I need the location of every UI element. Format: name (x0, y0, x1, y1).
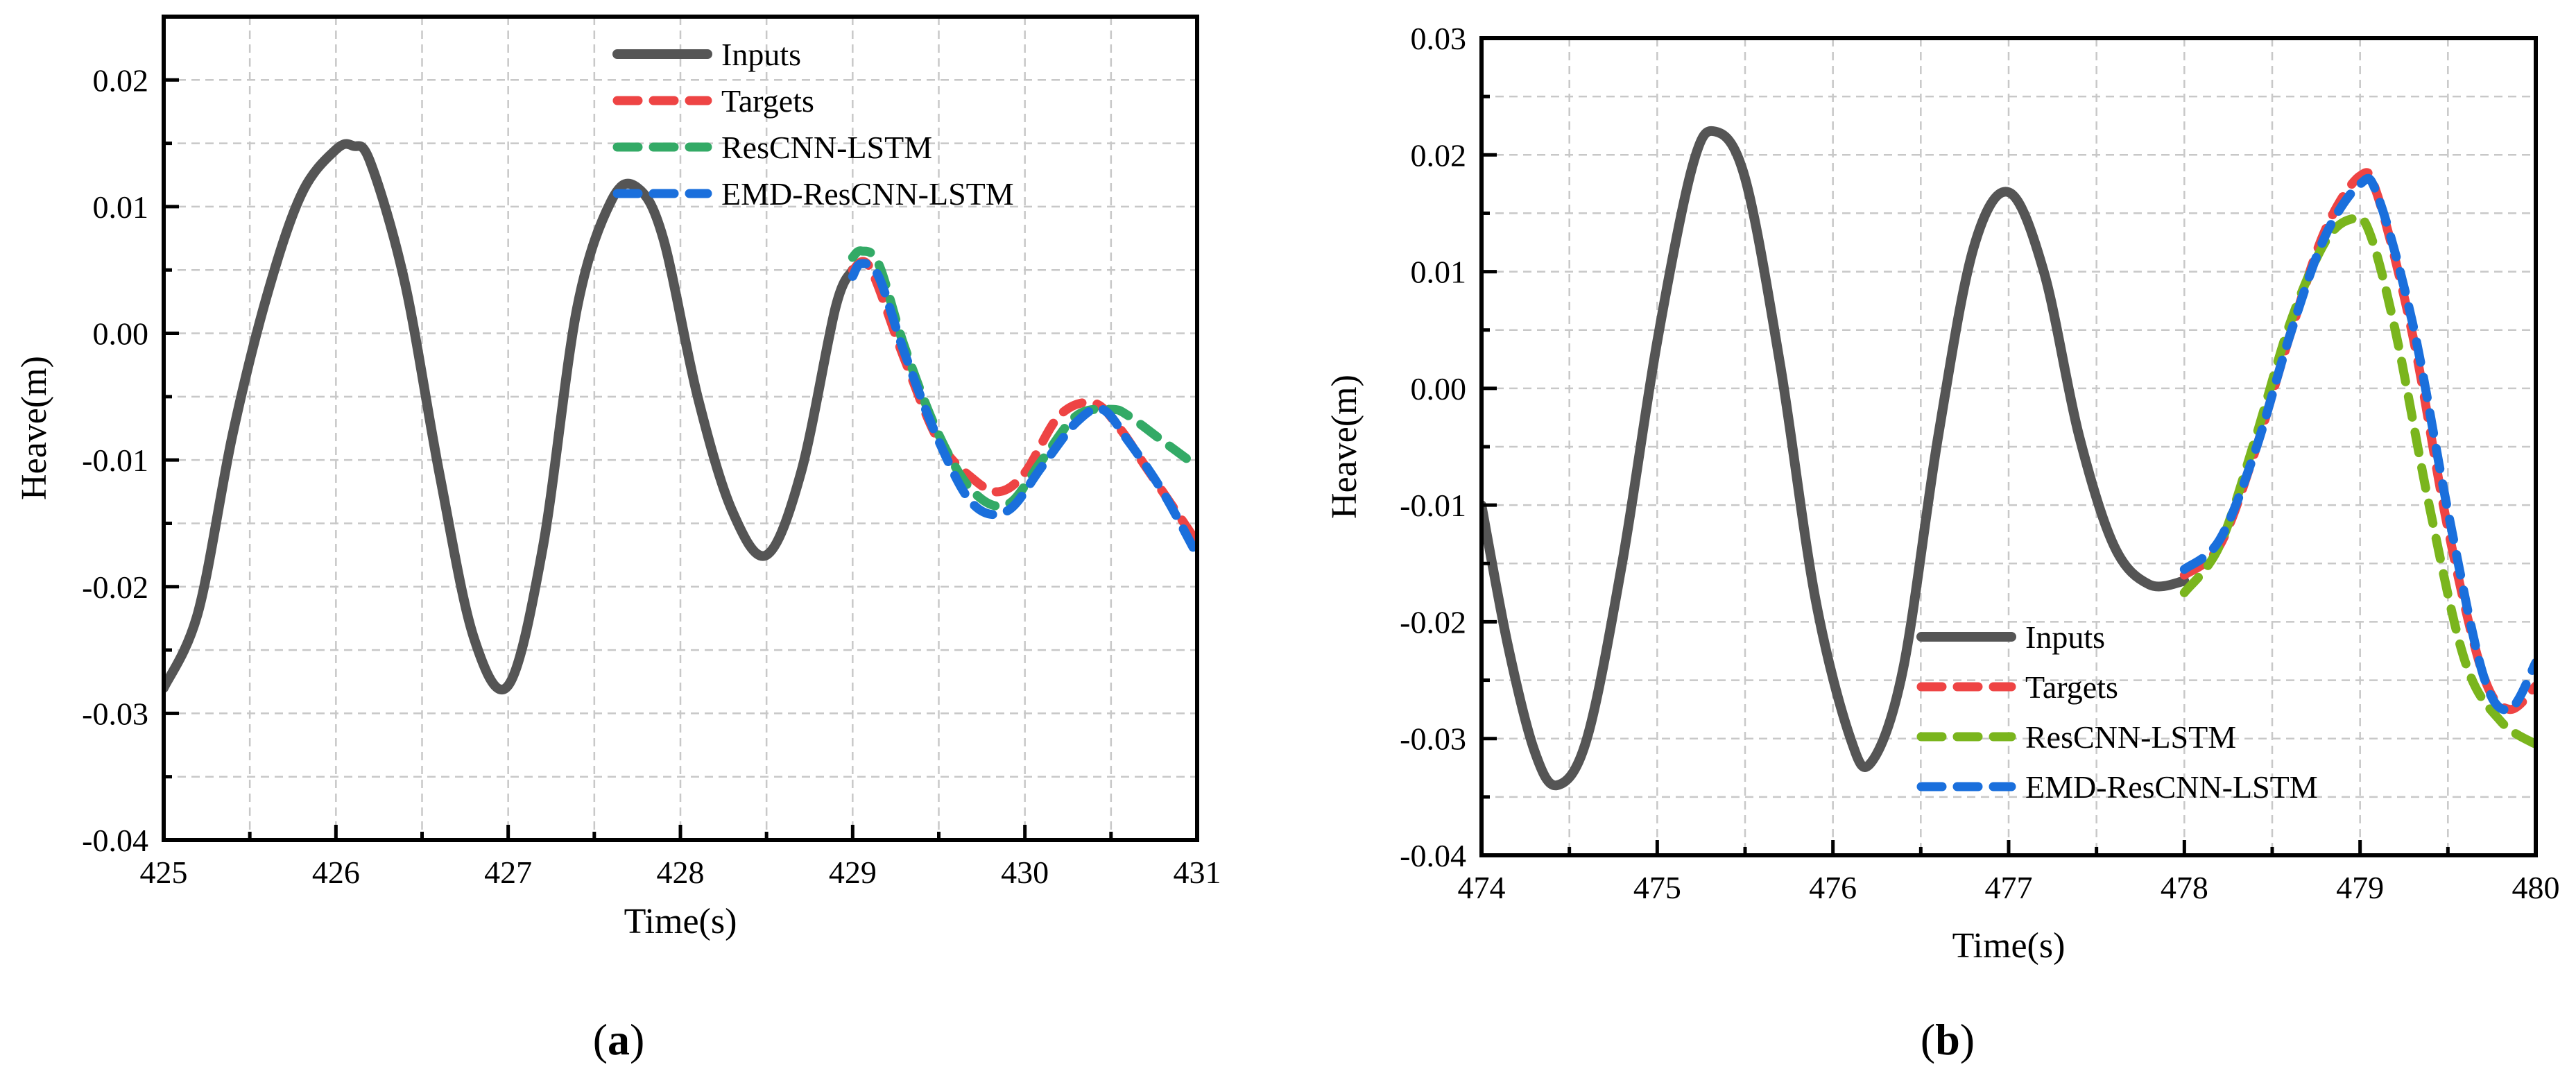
legend-label: Inputs (721, 37, 801, 72)
series-line-rescnn-lstm (848, 246, 1197, 511)
legend-label: EMD-ResCNN-LSTM (721, 176, 1014, 212)
panel-label-b: (b) (1921, 1015, 1975, 1064)
x-tick-label: 428 (657, 855, 705, 890)
series-layer-a (164, 139, 1197, 694)
legend-label: ResCNN-LSTM (2025, 719, 2236, 755)
y-tick-label: 0.00 (93, 316, 149, 352)
panel-letter-a: a (608, 1015, 630, 1064)
chart-panel-a: 425 426 427 428 429 430 431 -0.04 -0.03 -0.02 -0.0… (15, 15, 1221, 1064)
y-tick-label: -0.01 (82, 443, 148, 478)
y-tick-label: 0.01 (1411, 255, 1467, 290)
x-tick-label: 425 (140, 855, 188, 890)
ticks-b: 474 475 476 477 478 479 480 -0.04 -0.03 -0.02 -0.0… (1400, 21, 2559, 905)
x-tick-label: 477 (1985, 870, 2033, 905)
y-tick-label: 0.00 (1411, 371, 1467, 406)
x-tick-label: 480 (2512, 870, 2560, 905)
y-tick-label: 0.01 (93, 189, 149, 225)
legend-a: Inputs Targets ResCNN-LSTM EMD-ResCNN-LSTM (612, 37, 1014, 212)
x-tick-label: 478 (2161, 870, 2208, 905)
series-line-emd-rescnn-lstm (848, 259, 1197, 560)
x-tick-label: 426 (312, 855, 360, 890)
panel-letter-b: b (1935, 1015, 1960, 1064)
x-tick-label: 474 (1458, 870, 1506, 905)
series-line-inputs (164, 139, 858, 694)
x-tick-label: 429 (829, 855, 877, 890)
x-tick-label: 430 (1001, 855, 1049, 890)
y-tick-label: -0.02 (82, 570, 148, 605)
x-tick-label: 479 (2336, 870, 2384, 905)
ticks-a: 425 426 427 428 429 430 431 -0.04 -0.03 -0.02 -0.0… (82, 15, 1221, 890)
y-tick-label: -0.02 (1400, 604, 1466, 640)
x-tick-label: 431 (1174, 855, 1221, 890)
chart-panel-b: 474 475 476 477 478 479 480 -0.04 -0.03 -0.02 -0.0… (1325, 21, 2560, 1064)
legend-label: ResCNN-LSTM (721, 130, 932, 165)
y-tick-label: 0.02 (93, 62, 149, 98)
legend-b: Inputs Targets ResCNN-LSTM EMD-ResCNN-LSTM (1916, 619, 2318, 805)
y-axis-title-b: Heave(m) (1325, 375, 1364, 519)
x-axis-title-b: Time(s) (1952, 926, 2066, 966)
series-line-emd-rescnn-lstm (2179, 173, 2536, 714)
y-tick-label: -0.03 (1400, 721, 1466, 757)
y-tick-label: -0.03 (82, 696, 148, 731)
y-tick-label: -0.01 (1400, 488, 1466, 523)
legend-label: Targets (2025, 669, 2118, 705)
series-layer-b (1482, 126, 2536, 791)
legend-label: EMD-ResCNN-LSTM (2025, 769, 2318, 805)
legend-label: Targets (721, 83, 814, 119)
y-tick-label: -0.04 (82, 823, 148, 858)
y-tick-label: 0.02 (1411, 137, 1467, 173)
x-tick-label: 427 (484, 855, 532, 890)
grid-b (1482, 38, 2536, 855)
y-axis-title-a: Heave(m) (15, 356, 54, 500)
y-tick-label: -0.04 (1400, 838, 1466, 873)
legend-label: Inputs (2025, 619, 2105, 655)
y-tick-label: 0.03 (1411, 21, 1467, 56)
x-axis-title-a: Time(s) (624, 902, 737, 941)
x-tick-label: 475 (1633, 870, 1681, 905)
series-line-inputs (1482, 126, 2190, 791)
x-tick-label: 476 (1809, 870, 1857, 905)
panel-label-a: (a) (593, 1015, 645, 1064)
